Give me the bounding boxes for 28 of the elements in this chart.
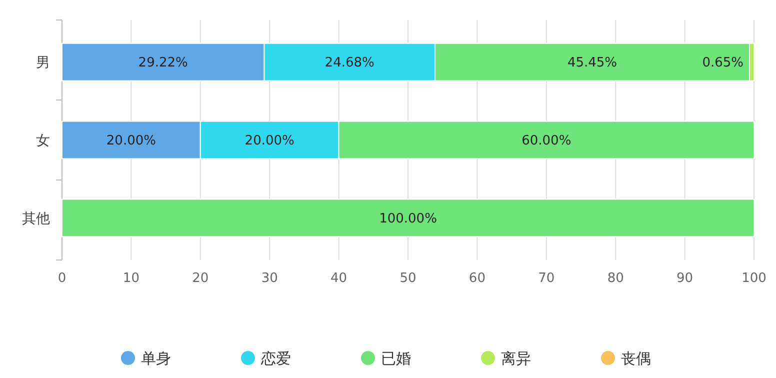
x-tick-label: 20 [192,271,209,286]
data-label: 20.00% [244,134,294,149]
legend-label: 已婚 [381,349,411,368]
data-label: 20.00% [106,134,156,149]
bar [62,198,754,238]
x-tick-label: 60 [468,271,486,286]
x-tick-label: 30 [261,271,278,286]
data-label: 24.68% [324,56,374,71]
x-tick-label: 70 [538,271,555,286]
data-label: 45.45% [567,56,618,71]
x-tick-label: 40 [330,271,348,286]
x-tick-label: 0 [58,271,66,286]
y-tick-label: 其他 [22,210,50,227]
x-tick-label: 50 [400,271,416,286]
x-tick-label: 10 [122,271,140,286]
x-tick-label: 100 [742,271,766,286]
legend-label: 恋爱 [260,349,291,368]
data-label: 29.22% [138,56,188,71]
data-label: 60.00% [522,134,572,149]
y-tick-label: 女 [36,132,50,149]
x-tick-label: 90 [676,271,694,286]
legend-label: 单身 [141,349,171,368]
data-label: 100.00% [379,211,437,226]
x-tick-label: 80 [607,271,624,286]
legend-label: 离异 [501,349,531,368]
legend-label: 丧偶 [621,349,651,368]
y-tick-label: 男 [36,54,50,71]
data-label: 0.65% [702,56,744,71]
